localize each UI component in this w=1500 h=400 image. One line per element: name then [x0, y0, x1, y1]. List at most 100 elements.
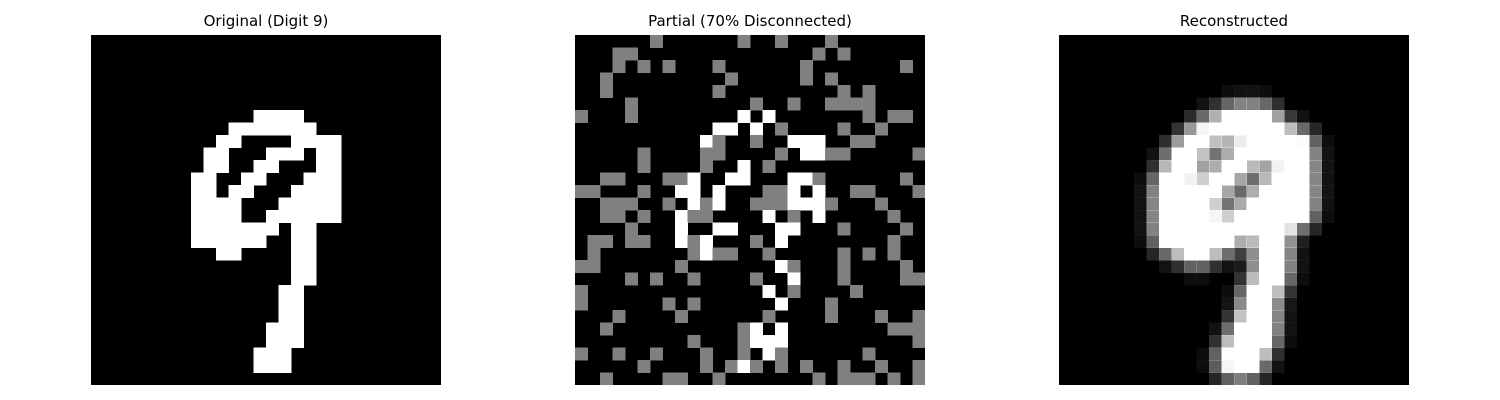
pixel-disconnected [575, 185, 588, 198]
pixel-disconnected [800, 60, 813, 73]
pixel-disconnected [687, 335, 701, 348]
pixel-disconnected [825, 310, 838, 323]
pixel-disconnected [612, 197, 626, 211]
pixel-stroke [241, 222, 254, 236]
pixel-reconstructed [1259, 147, 1272, 161]
pixel-stroke [737, 160, 751, 173]
pixel-disconnected [625, 47, 638, 61]
pixel-stroke [675, 185, 688, 198]
pixel-disconnected [650, 35, 663, 48]
pixel-disconnected [837, 260, 851, 273]
pixel-reconstructed [1221, 335, 1235, 348]
reconstructed-digit-image [1059, 35, 1409, 385]
pixel-disconnected [912, 372, 925, 385]
pixel-reconstructed [1284, 172, 1297, 186]
pixel-disconnected [850, 285, 863, 298]
pixel-disconnected [837, 372, 851, 385]
pixel-disconnected [862, 247, 876, 261]
pixel-disconnected [762, 310, 776, 323]
pixel-reconstructed [1221, 360, 1235, 373]
pixel-reconstructed [1234, 147, 1247, 161]
pixel-disconnected [887, 210, 901, 223]
pixel-reconstructed [1209, 160, 1222, 173]
pixel-reconstructed [1221, 172, 1235, 186]
pixel-reconstructed [1284, 110, 1297, 123]
pixel-reconstructed [1246, 110, 1260, 123]
pixel-reconstructed [1246, 335, 1260, 348]
pixel-stroke [203, 197, 217, 211]
pixel-stroke [291, 135, 304, 148]
panel-title-partial: Partial (70% Disconnected) [648, 12, 852, 30]
pixel-reconstructed [1209, 110, 1222, 123]
pixel-reconstructed [1209, 322, 1222, 336]
pixel-stroke [278, 285, 292, 298]
pixel-disconnected [850, 135, 863, 148]
pixel-stroke [266, 210, 279, 223]
pixel-reconstructed [1196, 222, 1210, 236]
pixel-reconstructed [1234, 322, 1247, 336]
pixel-disconnected [775, 347, 788, 361]
pixel-reconstructed [1284, 297, 1297, 311]
pixel-reconstructed [1246, 160, 1260, 173]
pixel-reconstructed [1246, 185, 1260, 198]
pixel-stroke [253, 160, 267, 173]
pixel-stroke [241, 122, 254, 136]
pixel-stroke [675, 210, 688, 223]
pixel-reconstructed [1209, 185, 1222, 198]
pixel-reconstructed [1271, 272, 1285, 286]
pixel-disconnected [837, 222, 851, 236]
pixel-stroke [725, 222, 738, 236]
pixel-reconstructed [1284, 210, 1297, 223]
pixel-stroke [291, 122, 304, 136]
pixel-reconstructed [1221, 110, 1235, 123]
pixel-reconstructed [1234, 310, 1247, 323]
pixel-reconstructed [1284, 185, 1297, 198]
pixel-stroke [775, 235, 788, 248]
pixel-disconnected [650, 347, 663, 361]
pixel-reconstructed [1246, 210, 1260, 223]
pixel-stroke [278, 322, 292, 336]
pixel-stroke [228, 185, 242, 198]
pixel-disconnected [875, 197, 888, 211]
pixel-reconstructed [1321, 210, 1335, 223]
pixel-reconstructed [1259, 222, 1272, 236]
pixel-reconstructed [1234, 172, 1247, 186]
pixel-stroke [203, 172, 217, 186]
pixel-disconnected [700, 160, 713, 173]
pixel-stroke [278, 197, 292, 211]
pixel-reconstructed [1159, 235, 1172, 248]
pixel-disconnected [837, 247, 851, 261]
pixel-reconstructed [1184, 135, 1197, 148]
pixel-stroke [328, 210, 342, 223]
pixel-reconstructed [1134, 222, 1147, 236]
pixel-reconstructed [1234, 197, 1247, 211]
pixel-stroke [316, 197, 329, 211]
pixel-stroke [303, 172, 317, 186]
pixel-stroke [316, 135, 329, 148]
pixel-reconstructed [1259, 85, 1272, 98]
pixel-stroke [266, 335, 279, 348]
pixel-reconstructed [1271, 135, 1285, 148]
pixel-reconstructed [1171, 147, 1185, 161]
pixel-reconstructed [1259, 360, 1272, 373]
pixel-stroke [278, 347, 292, 361]
pixel-disconnected [575, 347, 588, 361]
pixel-reconstructed [1246, 97, 1260, 111]
pixel-reconstructed [1259, 322, 1272, 336]
pixel-stroke [687, 185, 701, 198]
pixel-stroke [328, 135, 342, 148]
pixel-reconstructed [1296, 272, 1310, 286]
pixel-reconstructed [1246, 222, 1260, 236]
pixel-disconnected [712, 85, 726, 98]
panel-original: Original (Digit 9) [91, 0, 441, 400]
pixel-reconstructed [1284, 322, 1297, 336]
pixel-disconnected [587, 185, 601, 198]
pixel-stroke [316, 160, 329, 173]
pixel-stroke [291, 147, 304, 161]
pixel-stroke [228, 247, 242, 261]
pixel-reconstructed [1309, 210, 1322, 223]
pixel-disconnected [775, 360, 788, 373]
pixel-stroke [253, 122, 267, 136]
pixel-reconstructed [1309, 147, 1322, 161]
pixel-disconnected [837, 147, 851, 161]
